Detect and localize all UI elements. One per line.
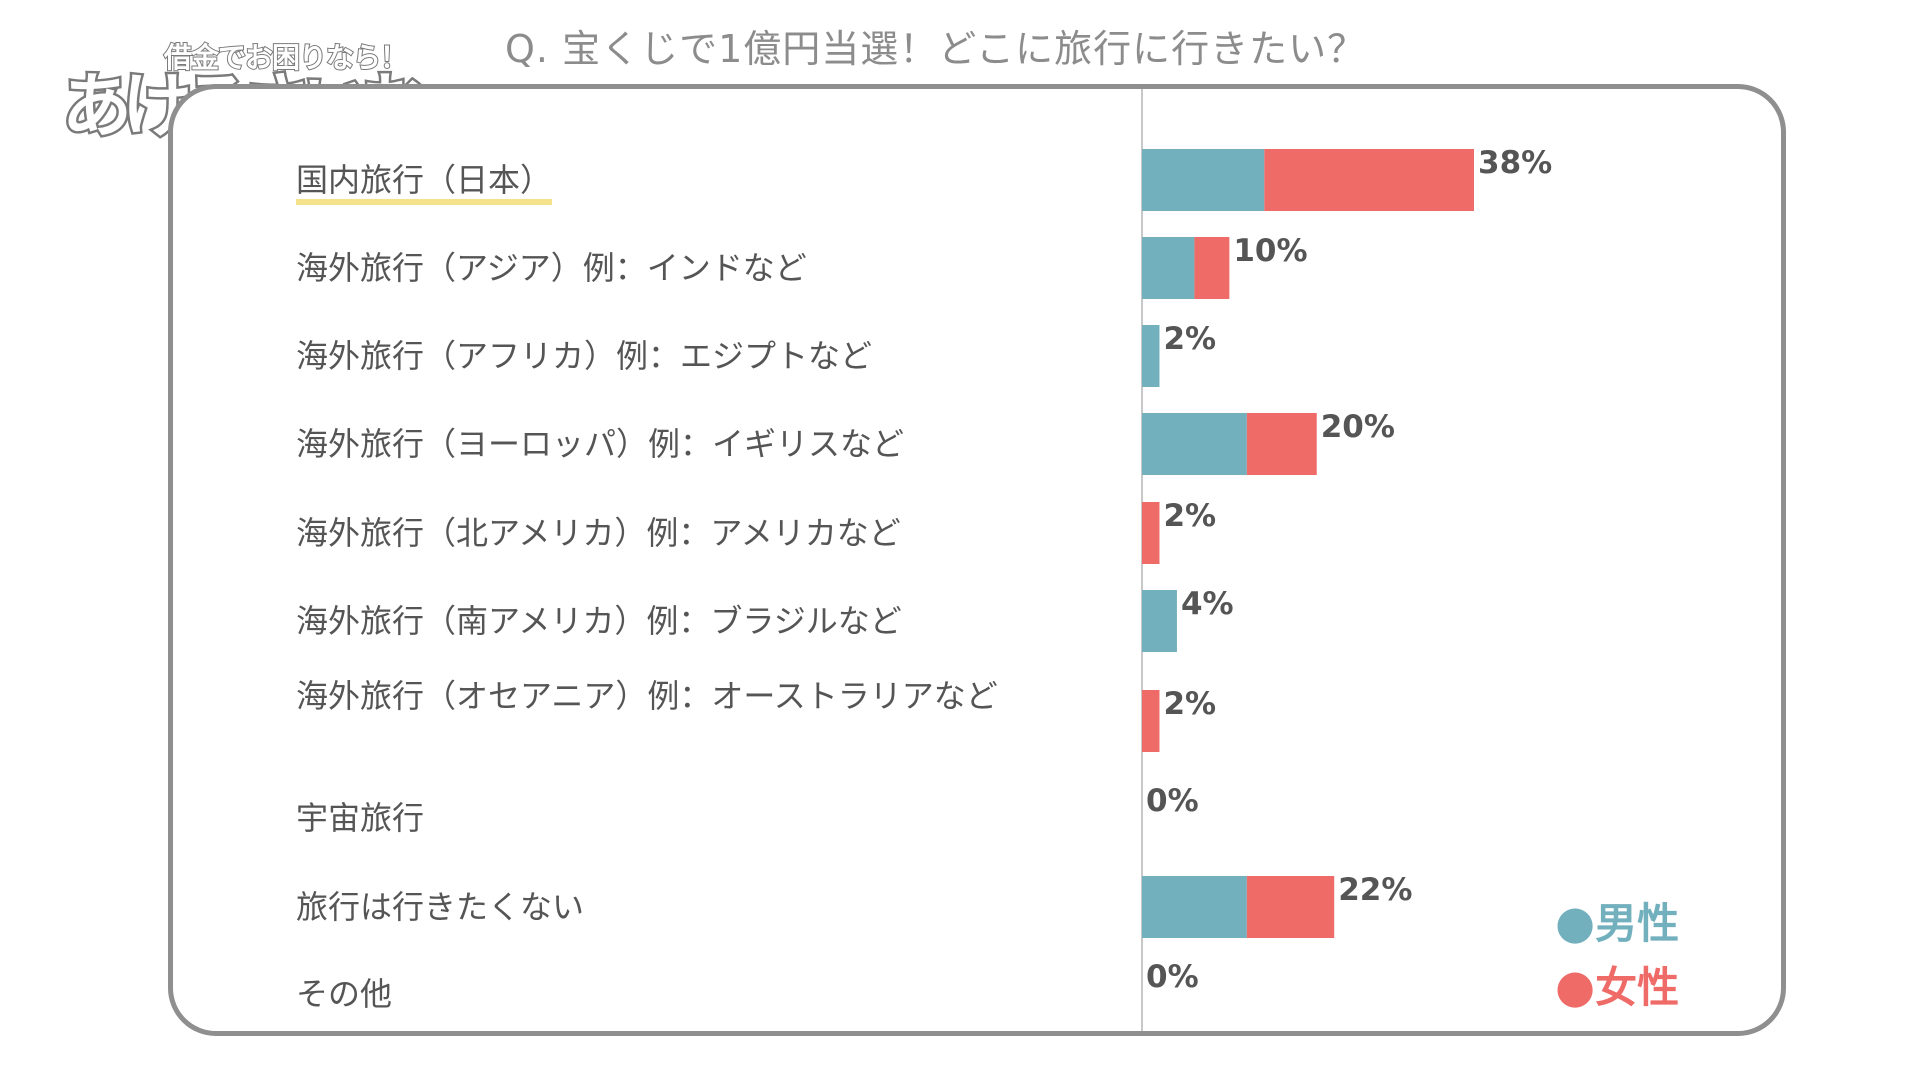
bar-segment-male xyxy=(1142,590,1177,652)
bar-value-label: 10% xyxy=(1233,233,1307,269)
bar-segment-female xyxy=(1246,413,1317,475)
category-label: 海外旅行（南アメリカ）例：ブラジルなど xyxy=(296,602,902,640)
bar-value-label: 0% xyxy=(1146,783,1199,819)
bar-segment-male xyxy=(1142,876,1247,938)
bar-segment-female xyxy=(1194,237,1230,299)
bar-segment-male xyxy=(1142,325,1160,387)
bar-value-label: 2% xyxy=(1163,498,1216,534)
bar-segment-female xyxy=(1264,149,1474,211)
bar-value-label: 20% xyxy=(1321,409,1395,445)
legend-label: 男性 xyxy=(1595,899,1680,948)
logo-tagline: 借金でお困りなら！ xyxy=(163,40,409,75)
bar-segment-male xyxy=(1142,149,1265,211)
category-label: 海外旅行（ヨーロッパ）例：イギリスなど xyxy=(296,425,905,463)
legend-item-female: ●女性 xyxy=(1555,954,1679,1015)
bar-segment-female xyxy=(1246,876,1335,938)
category-label: 国内旅行（日本） xyxy=(296,161,553,199)
legend-marker-icon: ● xyxy=(1555,959,1596,1013)
bar-value-label: 22% xyxy=(1338,872,1412,908)
category-label: 海外旅行（アジア）例：インドなど xyxy=(296,249,807,287)
bar-segment-male xyxy=(1142,237,1195,299)
category-label: その他 xyxy=(296,975,393,1013)
chart-title: Q. 宝くじで1億円当選！どこに旅行に行きたい？ xyxy=(505,27,1367,71)
bar-segment-female xyxy=(1142,502,1160,564)
bar-segment-male xyxy=(1142,413,1247,475)
category-label: 宇宙旅行 xyxy=(296,799,425,837)
category-label: 旅行は行きたくない xyxy=(296,888,585,926)
legend-item-male: ●男性 xyxy=(1555,890,1679,951)
chart-panel xyxy=(168,84,1786,1036)
bar-value-label: 2% xyxy=(1163,321,1216,357)
bar-value-label: 4% xyxy=(1181,586,1234,622)
legend-marker-icon: ● xyxy=(1555,895,1596,949)
category-label: 海外旅行（アフリカ）例：エジプトなど xyxy=(296,337,873,375)
category-label: 海外旅行（北アメリカ）例：アメリカなど xyxy=(296,514,901,552)
bar-segment-female xyxy=(1142,690,1160,752)
category-label: 海外旅行（オセアニア）例：オーストラリアなど xyxy=(296,677,998,715)
legend-label: 女性 xyxy=(1595,963,1680,1012)
bar-value-label: 2% xyxy=(1163,686,1216,722)
bar-value-label: 38% xyxy=(1478,145,1552,181)
bar-value-label: 0% xyxy=(1146,959,1199,995)
